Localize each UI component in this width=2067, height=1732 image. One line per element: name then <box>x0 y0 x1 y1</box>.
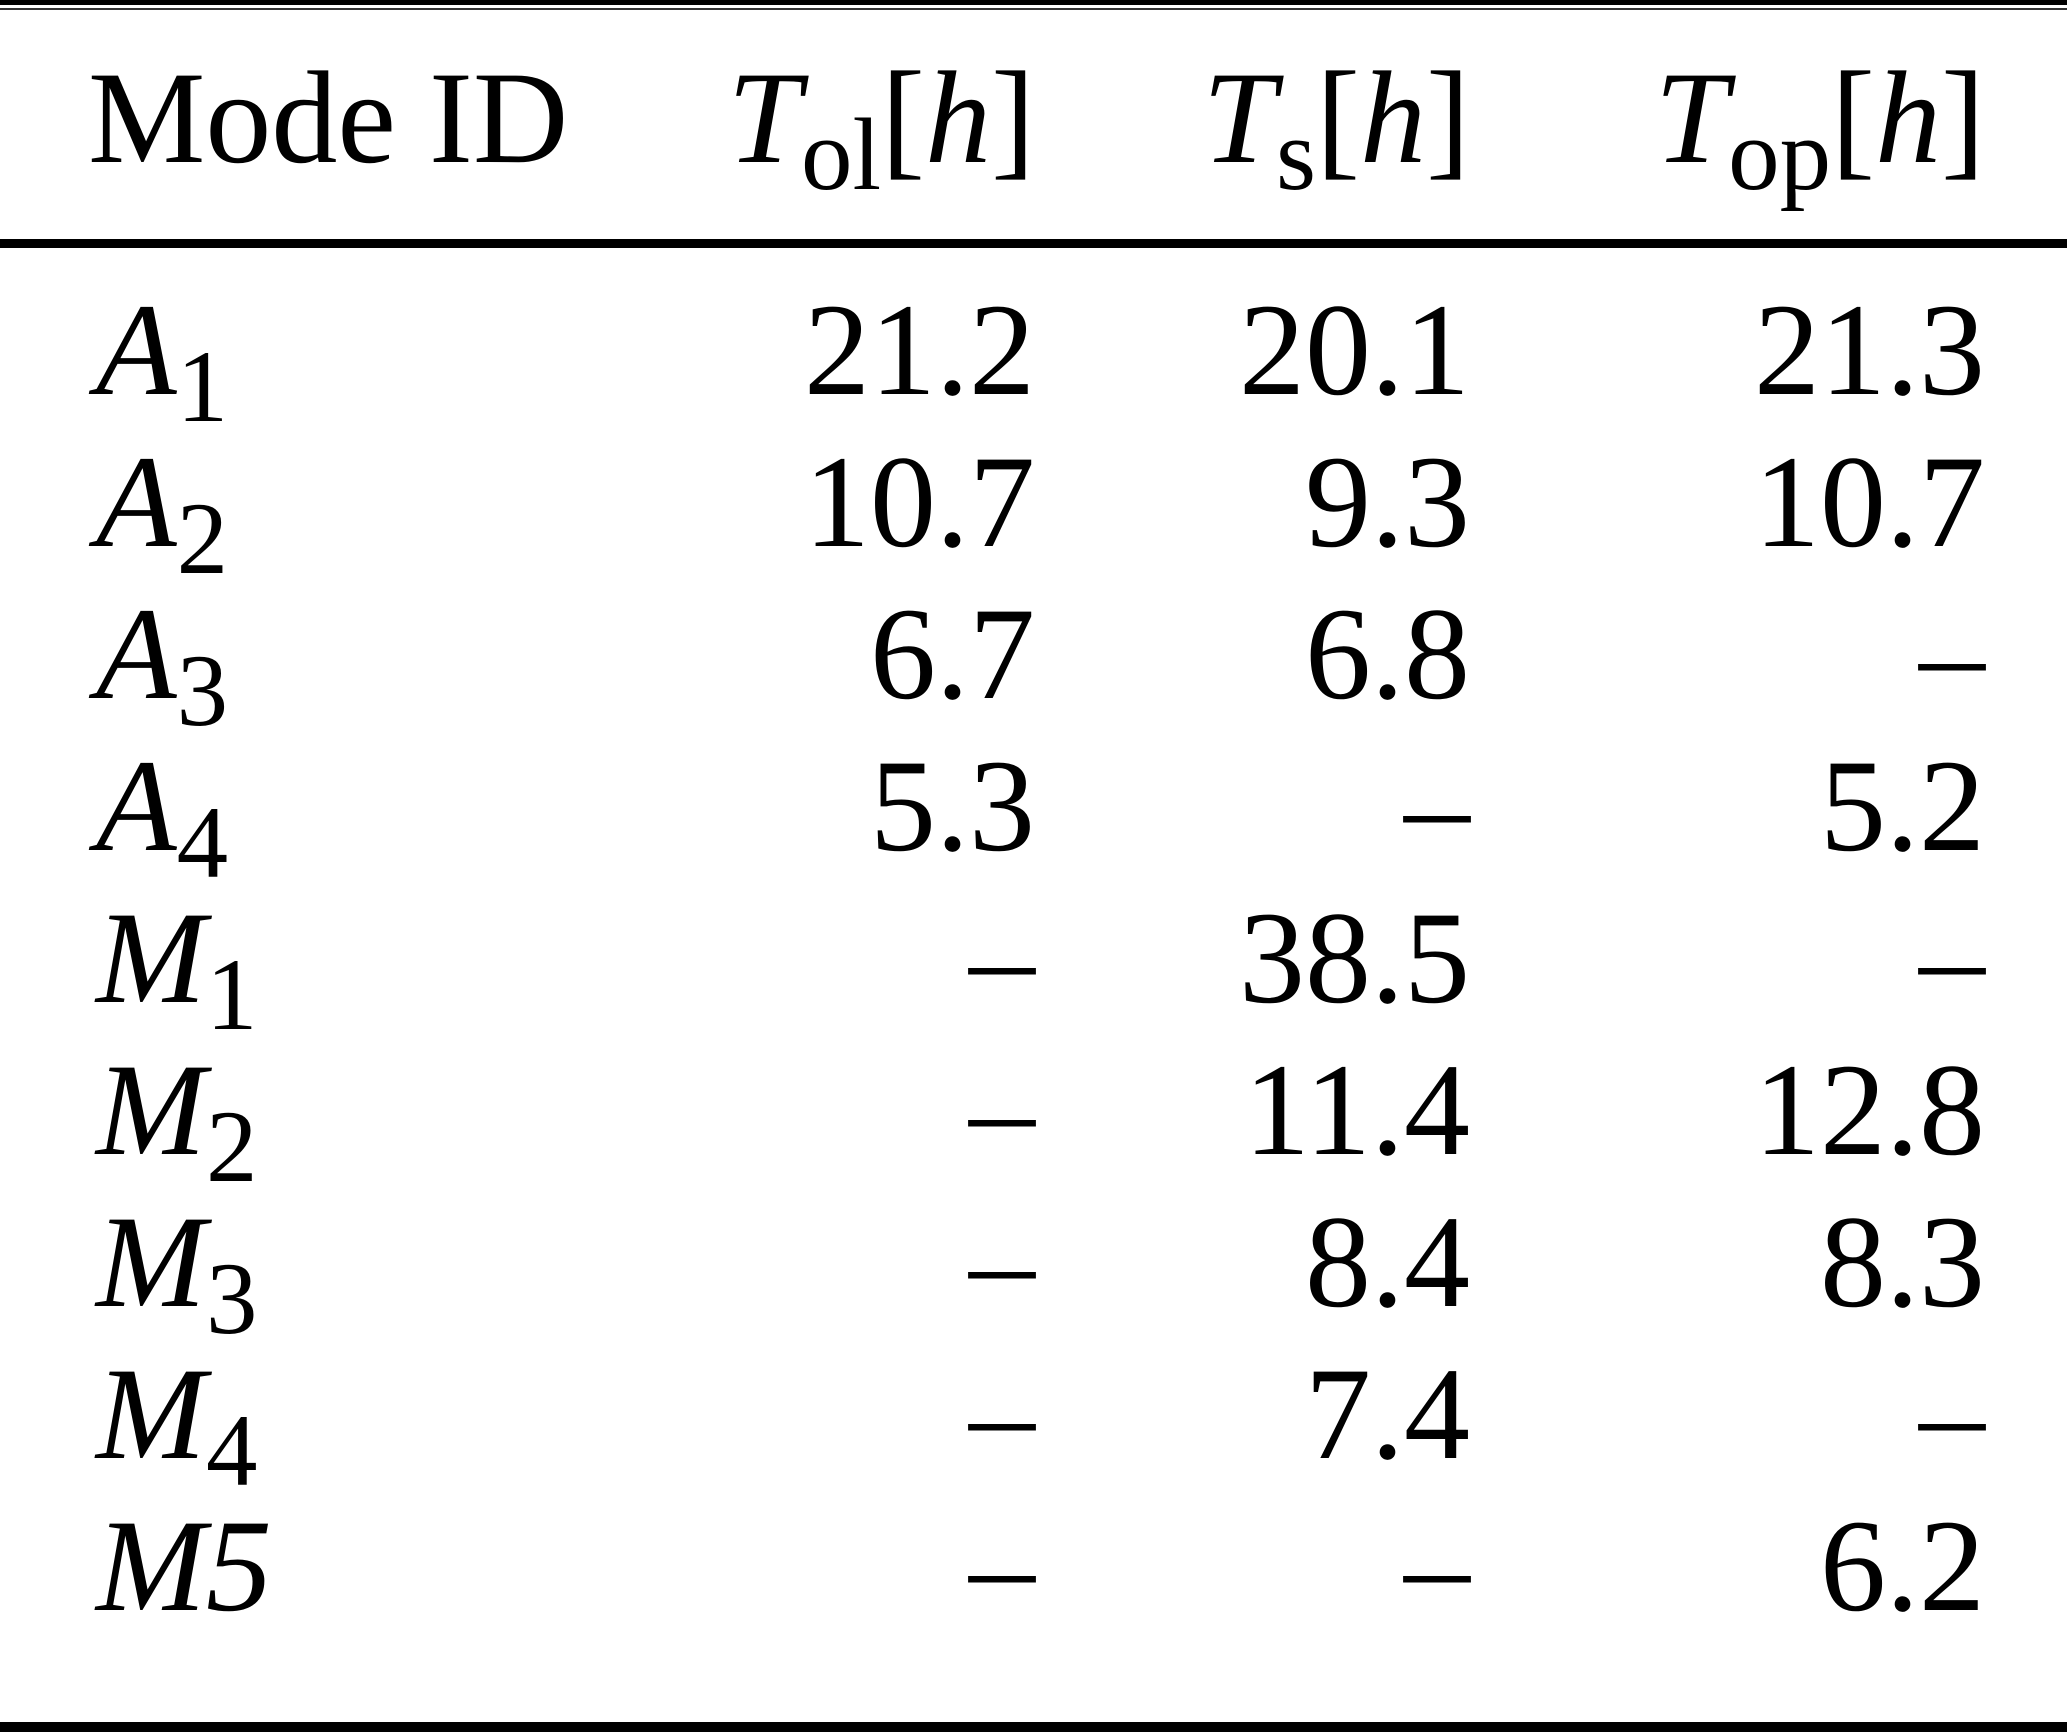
table-row-a2: A2 10.7 9.3 10.7 <box>0 426 2067 596</box>
table-row-a4: A4 5.3 – 5.2 <box>0 730 2067 900</box>
table-body: A1 21.2 20.1 21.3 A2 10.7 9.3 10.7 A3 6.… <box>0 248 2067 1642</box>
t-s-subscript: s <box>1275 97 1317 212</box>
mode-label: A <box>96 732 177 879</box>
table-row-m4: M4 – 7.4 – <box>0 1338 2067 1508</box>
header-row: Mode ID Tol[h] Ts[h] Top[h] <box>0 10 2067 239</box>
t-op-unit-open-bracket: [ <box>1831 44 1876 191</box>
mode-id-cell: A4 <box>0 730 500 900</box>
top-rule-thick <box>0 0 2067 5</box>
table-row-m5: M5 – – 6.2 <box>0 1490 2067 1642</box>
mode-id-cell: M3 <box>0 1186 500 1356</box>
mode-id-cell: M1 <box>0 882 500 1052</box>
t-s-value: 8.4 <box>1305 1188 1470 1335</box>
mode-label-subscript: 2 <box>176 481 229 596</box>
t-s-unit-close-bracket: ] <box>1426 44 1470 191</box>
t-s-value: – <box>1404 1492 1470 1639</box>
t-ol-value: 5.3 <box>870 732 1035 879</box>
t-ol-value: 10.7 <box>804 428 1035 575</box>
bottom-rule <box>0 1722 2067 1732</box>
mode-label-subscript: 3 <box>205 1241 258 1356</box>
t-op-unit-close-bracket: ] <box>1941 44 1985 191</box>
mode-id-cell: M4 <box>0 1338 500 1508</box>
mode-label: A <box>96 580 177 727</box>
mode-label-subscript: 3 <box>176 633 229 748</box>
t-s-value: 6.8 <box>1305 580 1470 727</box>
mode-id-cell: A3 <box>0 578 500 748</box>
t-ol-column-header: Tol[h] <box>500 10 1035 263</box>
mode-label-subscript: 4 <box>205 1393 258 1508</box>
mode-label-subscript: 4 <box>176 785 229 900</box>
mode-id-cell: A1 <box>0 274 500 444</box>
mode-label-subscript: 2 <box>205 1089 258 1204</box>
t-op-value: 21.3 <box>1754 276 1985 423</box>
t-op-value: – <box>1919 1340 1985 1487</box>
mode-label: M <box>96 1036 206 1183</box>
mode-id-cell: A2 <box>0 426 500 596</box>
t-ol-value: – <box>969 1036 1035 1183</box>
t-s-column-header: Ts[h] <box>1035 10 1470 263</box>
t-s-value: 20.1 <box>1239 276 1470 423</box>
mode-label: A <box>96 276 177 423</box>
table-row-a3: A3 6.7 6.8 – <box>0 578 2067 748</box>
t-ol-unit-close-bracket: ] <box>991 44 1035 191</box>
table-row-m1: M1 – 38.5 – <box>0 882 2067 1052</box>
mode-id-cell: M2 <box>0 1034 500 1204</box>
t-op-value: 8.3 <box>1820 1188 1985 1335</box>
t-ol-value: – <box>969 1340 1035 1487</box>
mode-label: M <box>96 1340 206 1487</box>
mode-label: M <box>96 884 206 1031</box>
t-ol-unit-open-bracket: [ <box>881 44 926 191</box>
mode-label: A <box>96 428 177 575</box>
t-op-value: 10.7 <box>1754 428 1985 575</box>
table-row-a1: A1 21.2 20.1 21.3 <box>0 274 2067 444</box>
t-ol-value: – <box>969 884 1035 1031</box>
t-op-value: 6.2 <box>1820 1492 1985 1639</box>
t-s-value: – <box>1404 732 1470 879</box>
t-s-value: 9.3 <box>1305 428 1470 575</box>
top-rule-thin <box>0 8 2067 10</box>
t-op-value: – <box>1919 580 1985 727</box>
t-ol-unit: h <box>925 44 992 191</box>
t-ol-value: – <box>969 1492 1035 1639</box>
t-s-unit-open-bracket: [ <box>1316 44 1361 191</box>
mode-label: M <box>96 1188 206 1335</box>
t-op-column-header: Top[h] <box>1470 10 2067 263</box>
t-ol-symbol: T <box>727 44 801 191</box>
t-op-value: – <box>1919 884 1985 1031</box>
mode-id-column-header: Mode ID <box>88 44 569 191</box>
header-separator-rule <box>0 239 2067 248</box>
mode-label-subscript: 1 <box>176 329 229 444</box>
t-ol-value: – <box>969 1188 1035 1335</box>
t-op-subscript: op <box>1728 97 1832 212</box>
t-op-unit: h <box>1875 44 1942 191</box>
t-s-value: 11.4 <box>1243 1036 1470 1183</box>
t-op-value: 5.2 <box>1820 732 1985 879</box>
mode-id-cell: M5 <box>0 1490 500 1642</box>
t-s-unit: h <box>1360 44 1427 191</box>
t-s-value: 7.4 <box>1305 1340 1470 1487</box>
t-ol-subscript: ol <box>800 97 882 212</box>
mode-label: M5 <box>96 1492 272 1639</box>
t-op-value: 12.8 <box>1754 1036 1985 1183</box>
table-row-m3: M3 – 8.4 8.3 <box>0 1186 2067 1356</box>
t-ol-value: 6.7 <box>870 580 1035 727</box>
t-s-symbol: T <box>1202 44 1276 191</box>
table-row-m2: M2 – 11.4 12.8 <box>0 1034 2067 1204</box>
t-s-value: 38.5 <box>1239 884 1470 1031</box>
t-op-symbol: T <box>1654 44 1729 191</box>
t-ol-value: 21.2 <box>804 276 1035 423</box>
mode-label-subscript: 1 <box>205 937 258 1052</box>
